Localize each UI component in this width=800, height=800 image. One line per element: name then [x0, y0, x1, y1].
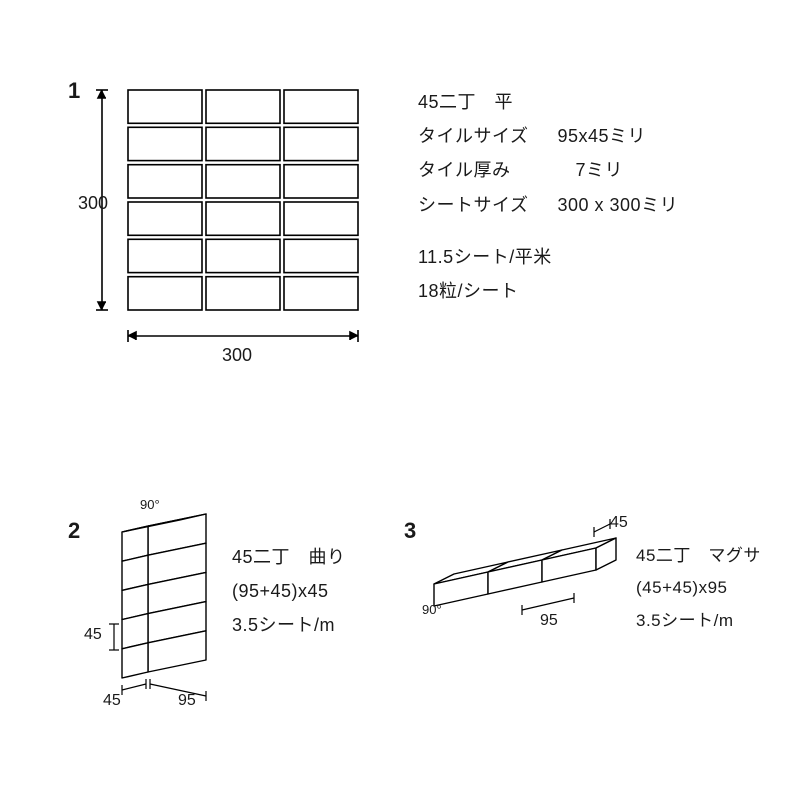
fig1-spec-l3a: タイル厚み	[418, 160, 511, 180]
fig1-spec-l1: 45二丁 平	[418, 85, 678, 119]
fig3-spec-block: 45二丁 マグサ (45+45)x95 3.5シート/m	[636, 540, 761, 637]
fig1-spec-l3: タイル厚み 7ミリ	[418, 153, 678, 187]
fig1-drawing	[72, 78, 382, 368]
fig2-spec-block: 45二丁 曲り (95+45)x45 3.5シート/m	[232, 540, 346, 643]
fig2-dim-side-w: 45	[103, 692, 121, 710]
fig3-drawing	[414, 510, 634, 680]
fig2-index: 2	[68, 518, 80, 544]
fig1-spec-l2a: タイルサイズ	[418, 126, 528, 146]
fig2-spec-l2: (95+45)x45	[232, 574, 346, 608]
fig1-spec-block: 45二丁 平 タイルサイズ 95x45ミリ タイル厚み 7ミリ シートサイズ 3…	[418, 85, 678, 308]
fig1-spec-l2b: 95x45ミリ	[558, 126, 647, 146]
fig3-angle: 90°	[422, 602, 442, 617]
fig3-dim-depth: 45	[610, 514, 628, 532]
fig3-spec-l2: (45+45)x95	[636, 572, 761, 604]
fig1-spec-l4a: シートサイズ	[418, 195, 528, 215]
fig3-dim-seg: 95	[540, 612, 558, 630]
fig1-spec-l4b: 300 x 300ミリ	[558, 195, 679, 215]
fig1-dim-width: 300	[222, 345, 252, 366]
fig3-spec-l1: 45二丁 マグサ	[636, 540, 761, 572]
fig1-spec-l5: 11.5シート/平米	[418, 240, 678, 274]
fig1-dim-height: 300	[78, 193, 108, 214]
diagram-canvas: 1 300 300 45二丁 平 タイルサイズ 95x45ミリ	[0, 0, 800, 800]
fig1-spec-l4: シートサイズ 300 x 300ミリ	[418, 188, 678, 222]
fig2-dim-side-h: 45	[84, 626, 102, 644]
fig2-spec-l1: 45二丁 曲り	[232, 540, 346, 574]
fig2-dim-front-w: 95	[178, 692, 196, 710]
fig3-spec-l3: 3.5シート/m	[636, 605, 761, 637]
fig1-spec-l6: 18粒/シート	[418, 274, 678, 308]
fig2-spec-l3: 3.5シート/m	[232, 608, 346, 642]
fig2-angle: 90°	[140, 497, 160, 512]
fig1-spec-l2: タイルサイズ 95x45ミリ	[418, 119, 678, 153]
fig1-tile-grid	[128, 90, 358, 310]
fig1-spec-l3b: 7ミリ	[576, 160, 624, 180]
